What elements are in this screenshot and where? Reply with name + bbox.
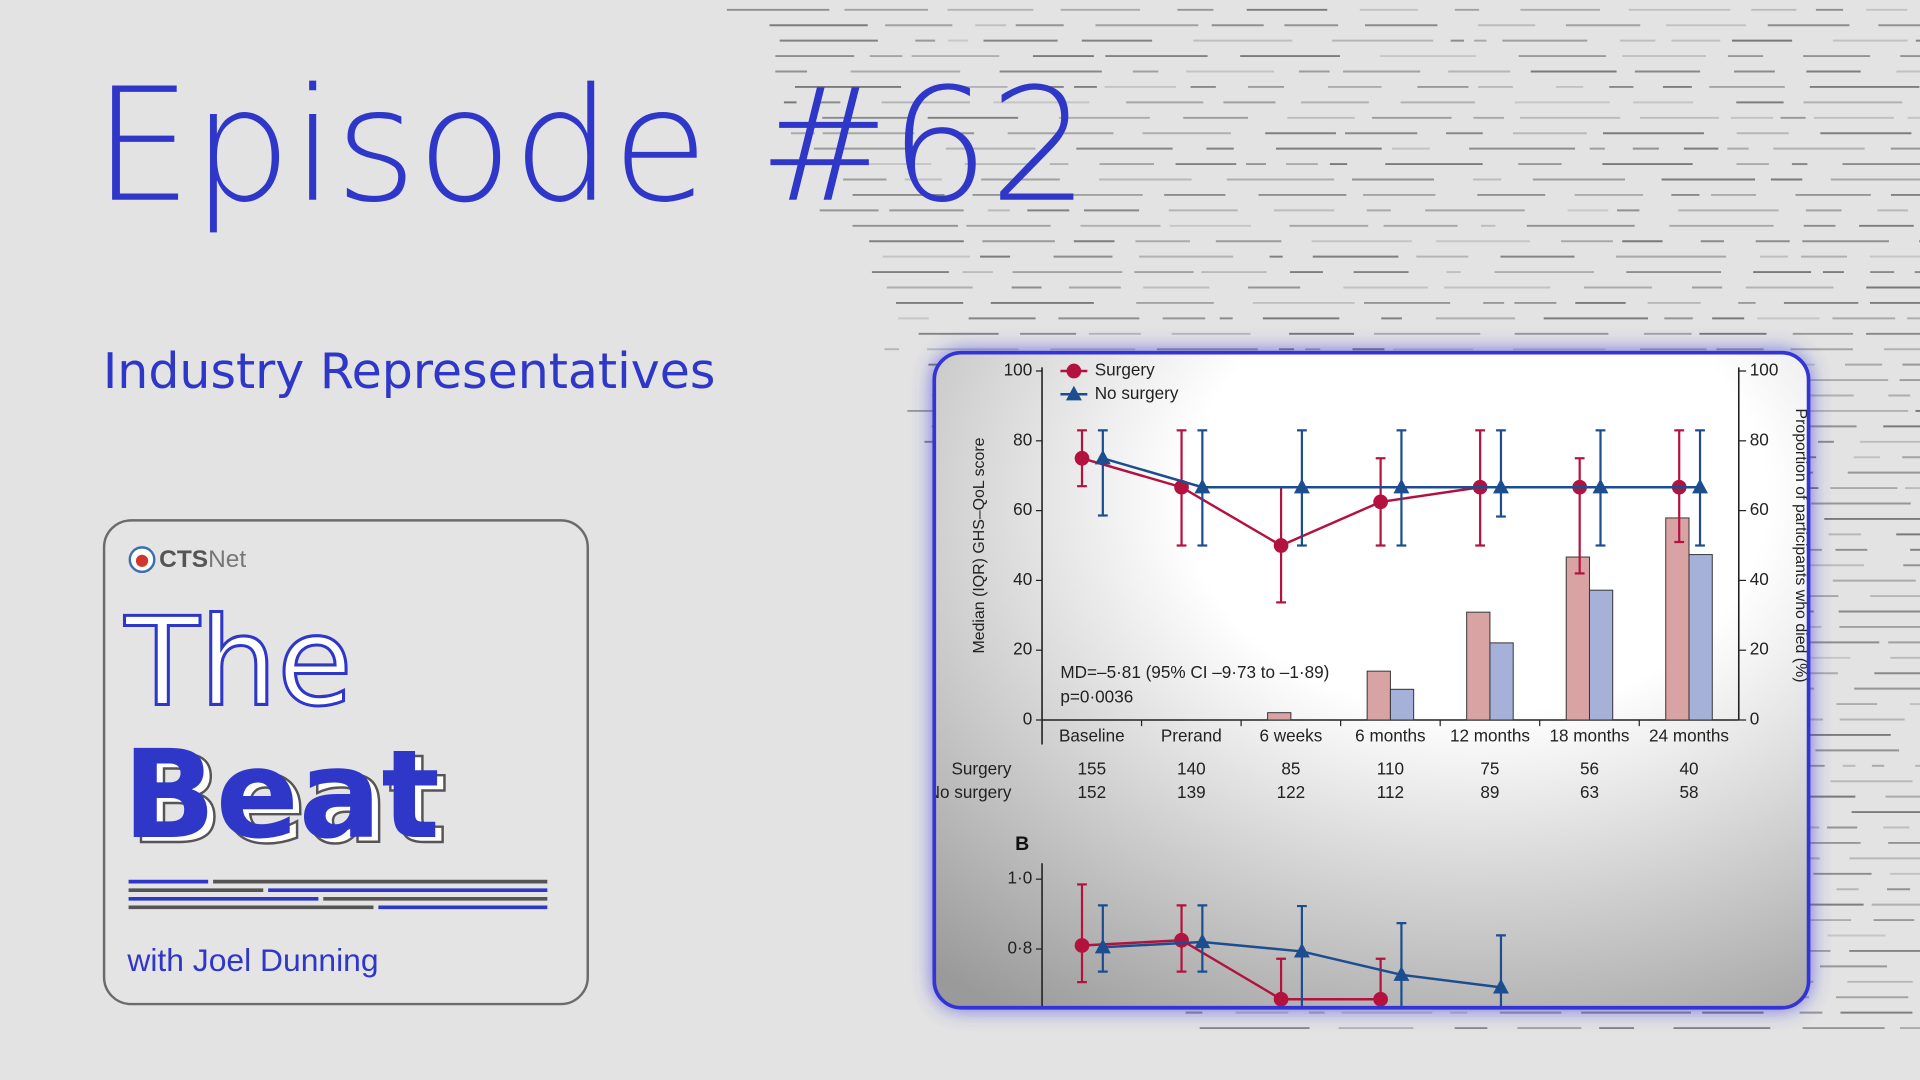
series-line (1081, 939, 1381, 1001)
point (1293, 478, 1310, 494)
point (1174, 932, 1189, 948)
y-tick-label: 100 (1004, 360, 1033, 380)
point (1074, 938, 1090, 953)
bar (1688, 554, 1713, 721)
host: with Joel Dunning (126, 942, 378, 978)
annotation: MD=–5·81 (95% CI –9·73 to –1·89) (1060, 662, 1329, 682)
bar (1565, 556, 1590, 721)
risk-value: 89 (1480, 782, 1499, 802)
risk-value: 112 (1377, 782, 1404, 802)
y-tick-label: 40 (1013, 569, 1032, 589)
chart-frame (932, 350, 1811, 1010)
point (1373, 991, 1388, 1007)
y2-tick-label: 20 (1750, 639, 1769, 659)
x-tick-label: 6 weeks (1259, 726, 1322, 746)
risk-row-label: Surgery (951, 759, 1011, 779)
y2-tick-label: 60 (1750, 499, 1769, 519)
y-tick-label: 1·0 (1007, 868, 1032, 888)
risk-row-label: No surgery (928, 782, 1012, 802)
chart: 0 20 40 60 80 100 Baseline Prerand 6 weeks 6 mont… (928, 360, 1809, 802)
point (1393, 478, 1410, 494)
logo: CTSNet (159, 546, 246, 573)
x-tick-label: 12 months (1450, 726, 1530, 746)
point (1692, 478, 1708, 494)
risk-value: 155 (1078, 759, 1107, 779)
risk-value: 140 (1177, 759, 1206, 779)
chart-card: 0 20 40 60 80 100 Baseline Prerand 6 weeks 6 mont… (928, 352, 1809, 1008)
y-tick-label: 0·8 (1007, 938, 1032, 958)
y2-tick-label: 80 (1750, 429, 1769, 449)
bar (1366, 670, 1391, 721)
y-tick-label: 80 (1013, 429, 1032, 449)
legend-label: Surgery (1095, 360, 1155, 380)
bar (1489, 642, 1514, 721)
chart: 0·8 1·0 B (1007, 833, 1509, 1008)
risk-value: 110 (1377, 759, 1404, 779)
logo-light: Net (208, 546, 246, 573)
point (1493, 978, 1509, 994)
y2-axis-label: Proportion of participants who died (%) (1792, 408, 1809, 682)
risk-value: 56 (1580, 759, 1599, 779)
risk-value: 58 (1679, 782, 1698, 802)
point (1074, 450, 1090, 466)
y2-tick-label: 100 (1750, 360, 1779, 380)
bar (1665, 517, 1690, 721)
y-tick-label: 60 (1013, 499, 1032, 519)
point (1273, 991, 1289, 1007)
point (1293, 942, 1310, 958)
x-tick-label: Prerand (1161, 726, 1222, 746)
x-tick-label: 6 months (1355, 726, 1425, 746)
risk-value: 85 (1281, 759, 1300, 779)
cover-title-line1: The (124, 591, 353, 734)
legend-label: No surgery (1095, 383, 1179, 403)
risk-value: 139 (1177, 782, 1206, 802)
charts: 0 20 40 60 80 100 Baseline Prerand 6 weeks 6 mont… (928, 360, 1809, 1008)
x-tick-label: 24 months (1649, 726, 1729, 746)
cover-title-shadow: Beat (130, 728, 448, 871)
point (1174, 479, 1189, 495)
risk-value: 152 (1078, 782, 1107, 802)
bar (1588, 589, 1614, 721)
point (1194, 478, 1211, 494)
y-tick-label: 20 (1013, 639, 1032, 659)
risk-value: 63 (1580, 782, 1599, 802)
point (1065, 385, 1082, 401)
panel-label: B (1015, 833, 1029, 855)
point (1373, 494, 1388, 510)
y2-tick-label: 0 (1750, 709, 1760, 729)
x-tick-label: 18 months (1549, 726, 1629, 746)
y2-tick-label: 40 (1750, 569, 1769, 589)
risk-value: 122 (1277, 782, 1306, 802)
cover-stripes (128, 879, 548, 910)
risk-value: 40 (1679, 759, 1698, 779)
bar (1267, 712, 1292, 721)
point (1592, 478, 1609, 494)
point (1273, 538, 1289, 553)
point (1094, 938, 1111, 954)
cover-card: CTSNet The Beat Beat with Joel Dunning (102, 519, 589, 1006)
point (1094, 449, 1111, 465)
point (1493, 478, 1509, 494)
bar (1389, 688, 1415, 721)
point (1393, 966, 1410, 981)
logo-bold: CTS (159, 546, 208, 573)
x-tick-label: Baseline (1059, 726, 1125, 746)
bar (1466, 611, 1491, 721)
y-axis-label: Median (IQR) GHS–QoL score (971, 437, 988, 653)
risk-value: 75 (1480, 759, 1499, 779)
y-tick-label: 0 (1023, 709, 1033, 729)
subtitle: Industry Representatives (103, 343, 716, 400)
cover-title-line2: Beat (122, 723, 440, 866)
logo-heart (135, 554, 149, 567)
annotation: p=0·0036 (1060, 686, 1133, 706)
episode-title: Episode #62 (93, 55, 1089, 237)
point (1194, 933, 1211, 949)
point (1066, 363, 1082, 379)
